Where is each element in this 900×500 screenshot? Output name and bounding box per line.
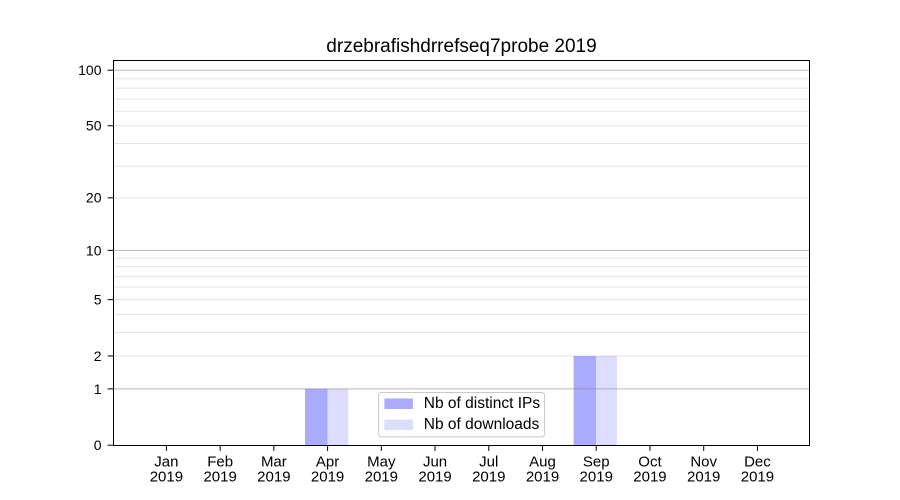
svg-text:2019: 2019	[257, 468, 290, 485]
svg-text:Jun: Jun	[423, 454, 447, 471]
svg-text:20: 20	[86, 190, 102, 206]
svg-text:Nb of distinct IPs: Nb of distinct IPs	[424, 395, 541, 412]
svg-text:Nb of downloads: Nb of downloads	[424, 416, 540, 433]
svg-text:100: 100	[78, 62, 102, 78]
svg-text:2019: 2019	[741, 468, 774, 485]
svg-text:2019: 2019	[311, 468, 344, 485]
svg-text:5: 5	[94, 292, 102, 308]
svg-text:2019: 2019	[580, 468, 613, 485]
svg-text:Sep: Sep	[583, 454, 610, 471]
svg-text:Oct: Oct	[638, 454, 662, 471]
svg-text:2019: 2019	[472, 468, 505, 485]
svg-text:2019: 2019	[365, 468, 398, 485]
svg-text:2019: 2019	[526, 468, 559, 485]
svg-text:2019: 2019	[150, 468, 183, 485]
svg-text:2019: 2019	[418, 468, 451, 485]
svg-text:0: 0	[94, 437, 102, 453]
svg-text:10: 10	[86, 242, 102, 258]
svg-text:Dec: Dec	[744, 454, 771, 471]
svg-text:2019: 2019	[203, 468, 236, 485]
svg-text:Jul: Jul	[479, 454, 498, 471]
svg-text:Mar: Mar	[261, 454, 287, 471]
svg-text:2: 2	[94, 348, 102, 364]
svg-text:2019: 2019	[687, 468, 720, 485]
svg-text:2019: 2019	[633, 468, 666, 485]
svg-text:Nov: Nov	[690, 454, 717, 471]
svg-text:Feb: Feb	[207, 454, 233, 471]
svg-text:May: May	[367, 454, 396, 471]
svg-text:Apr: Apr	[316, 454, 339, 471]
svg-text:50: 50	[86, 118, 102, 134]
svg-text:Jan: Jan	[154, 454, 178, 471]
svg-text:Aug: Aug	[529, 454, 556, 471]
svg-text:drzebrafishdrrefseq7probe 2019: drzebrafishdrrefseq7probe 2019	[326, 36, 596, 57]
svg-text:1: 1	[94, 381, 102, 397]
